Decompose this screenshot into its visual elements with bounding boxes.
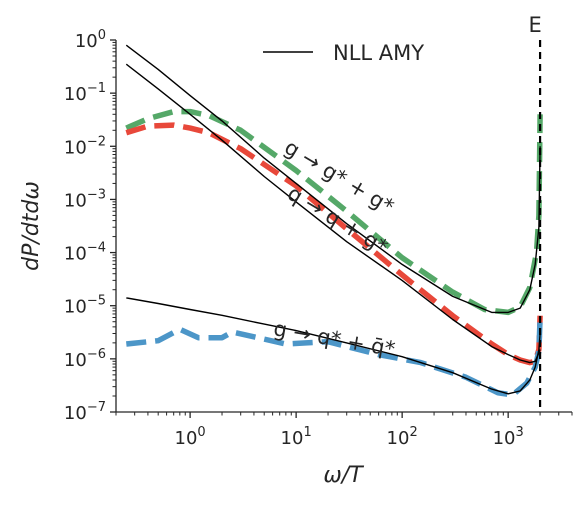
legend-label: NLL AMY (333, 41, 424, 65)
series-line-gqq (126, 297, 541, 395)
x-tick-label: 102 (387, 425, 418, 449)
series-line-qqg (125, 63, 541, 364)
x-tick-label: 101 (281, 425, 312, 449)
x-tick-label: 100 (175, 425, 206, 449)
x-axis-label: ω/T (323, 463, 364, 488)
y-tick-label: 10−2 (64, 134, 106, 158)
energy-reference-label: E (528, 13, 541, 37)
series-layer (125, 44, 543, 398)
curve-annotation: g → q* + q̄* (272, 316, 397, 361)
y-tick-label: 10−4 (64, 241, 106, 265)
y-tick-label: 10−5 (64, 294, 106, 318)
y-tick-label: 100 (75, 28, 106, 52)
minor-ticks (112, 41, 573, 416)
series-line-ggg-dash (125, 108, 543, 316)
y-tick-label: 10−3 (64, 187, 106, 211)
series-line-gqq-dash (126, 317, 543, 398)
series-line-ggg (125, 44, 541, 314)
y-ticks: 100 10−1 10−2 10−3 10−4 10−5 10−6 10−7 (64, 28, 116, 424)
y-tick-label: 10−6 (64, 347, 106, 371)
y-tick-label: 10−1 (64, 81, 106, 105)
y-axis-label: dP/dtdω (19, 181, 44, 271)
x-ticks: 100 101 102 103 (175, 412, 524, 449)
y-tick-label: 10−7 (64, 400, 106, 424)
legend: NLL AMY (263, 41, 424, 65)
x-tick-label: 103 (493, 425, 524, 449)
